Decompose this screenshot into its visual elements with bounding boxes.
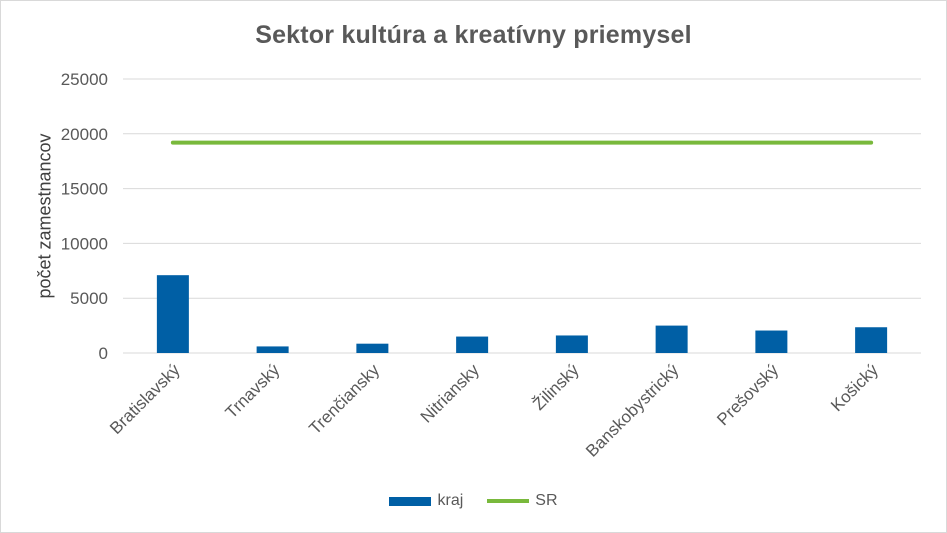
bar-8 xyxy=(855,327,888,353)
bar-2 xyxy=(256,346,289,353)
x-tick-label: Trenčiansky xyxy=(305,360,383,438)
chart-title: Sektor kultúra a kreatívny priemysel xyxy=(255,21,692,49)
bar-3 xyxy=(356,343,389,353)
y-tick-label: 0 xyxy=(99,344,108,363)
legend-swatch-kraj xyxy=(389,496,432,506)
legend-swatch-sr xyxy=(487,499,530,503)
y-tick-label: 25000 xyxy=(61,70,108,89)
bar-4 xyxy=(456,336,489,353)
x-tick-label: Žilinský xyxy=(529,360,583,414)
bar-5 xyxy=(555,335,588,353)
x-tick-label: Banskobystrický xyxy=(582,360,683,461)
bar-6 xyxy=(655,325,688,353)
legend-item-kraj: kraj xyxy=(389,492,463,510)
y-tick-label: 10000 xyxy=(61,234,108,253)
legend: kraj SR xyxy=(1,492,946,510)
legend-item-sr: SR xyxy=(487,492,558,510)
x-tick-label: Košický xyxy=(827,360,882,415)
bar-1 xyxy=(156,275,189,353)
legend-label-kraj: kraj xyxy=(437,492,464,509)
x-tick-label: Prešovský xyxy=(713,360,782,429)
y-tick-label: 15000 xyxy=(61,180,108,199)
y-tick-label: 5000 xyxy=(70,289,108,308)
legend-label-sr: SR xyxy=(535,492,558,509)
bar-7 xyxy=(755,330,788,353)
plot-area: 0 5000 10000 15000 20000 25000 Bratislavský Trn… xyxy=(61,70,921,461)
x-tick-label: Trnavský xyxy=(222,360,284,422)
x-tick-label: Bratislavský xyxy=(106,360,184,438)
y-tick-label: 20000 xyxy=(61,125,108,144)
x-tick-label: Nitriansky xyxy=(417,360,484,427)
